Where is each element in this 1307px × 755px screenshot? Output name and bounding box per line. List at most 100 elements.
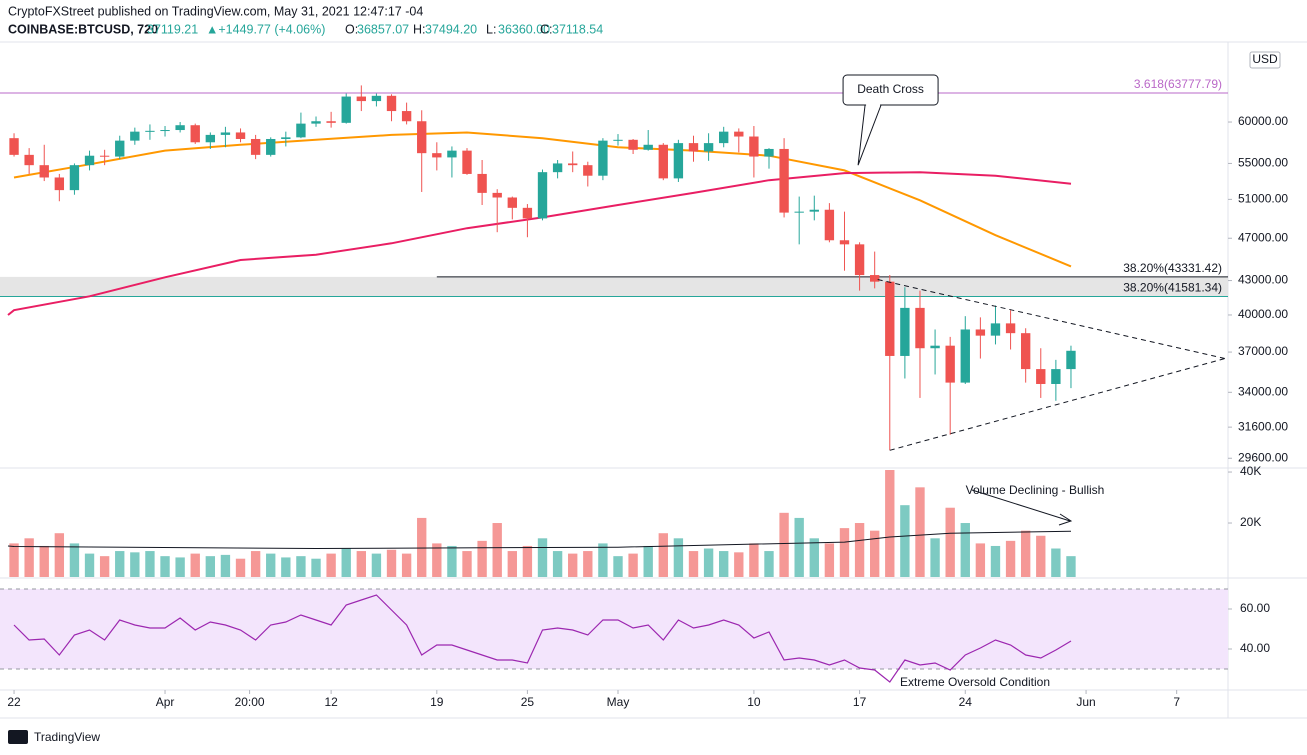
candle bbox=[39, 144, 49, 182]
candle-body bbox=[885, 281, 895, 356]
candle-body bbox=[900, 307, 910, 356]
candle-body bbox=[447, 150, 457, 158]
volume-bar bbox=[552, 551, 563, 577]
candle bbox=[492, 189, 502, 233]
candle-body bbox=[658, 144, 668, 179]
volume-bar bbox=[809, 538, 819, 577]
candle-body bbox=[1051, 369, 1061, 384]
volume-bar bbox=[386, 549, 397, 577]
candle-body bbox=[175, 125, 185, 131]
price-change: ▲+1449.77 (+4.06%) bbox=[206, 22, 325, 36]
volume-bar bbox=[462, 551, 472, 577]
logo-icon bbox=[8, 730, 28, 744]
candle-body bbox=[779, 148, 789, 213]
candle-body bbox=[673, 143, 684, 179]
rsi-line bbox=[13, 594, 1072, 683]
candle-body bbox=[794, 211, 804, 213]
volume-bar bbox=[371, 553, 382, 577]
candle bbox=[235, 128, 246, 143]
volume-bar bbox=[205, 556, 216, 577]
candle-body bbox=[250, 138, 261, 155]
last-price: 37119.21 bbox=[147, 22, 198, 36]
volume-bar bbox=[250, 551, 261, 577]
y-tick-label: 51000.00 bbox=[1238, 192, 1288, 206]
y-tick-label: 40000.00 bbox=[1238, 307, 1288, 321]
volume-bar bbox=[703, 548, 714, 577]
candle-body bbox=[613, 139, 623, 141]
candle bbox=[462, 148, 472, 175]
rsi-annotation: Extreme Oversold Condition bbox=[900, 675, 1050, 689]
candle bbox=[266, 137, 276, 157]
volume-tick-label: 40K bbox=[1240, 464, 1261, 478]
candle-body bbox=[522, 207, 533, 219]
candle-body bbox=[1020, 333, 1031, 370]
symbol: COINBASE:BTCUSD, 720 bbox=[8, 22, 158, 36]
candle bbox=[749, 126, 759, 178]
candle bbox=[356, 85, 366, 112]
volume-bar bbox=[447, 545, 457, 577]
candle bbox=[281, 131, 291, 147]
volume-bar bbox=[598, 543, 608, 577]
candle-body bbox=[311, 121, 321, 124]
y-tick-label: 47000.00 bbox=[1238, 230, 1288, 244]
y-tick-label: 43000.00 bbox=[1238, 273, 1288, 287]
candle-body bbox=[477, 173, 487, 193]
candle bbox=[160, 126, 170, 137]
candle bbox=[598, 138, 608, 181]
candle bbox=[386, 94, 397, 122]
candle bbox=[130, 127, 140, 145]
candle-body bbox=[1005, 323, 1016, 334]
volume-bar bbox=[69, 543, 80, 577]
volume-annotation: Volume Declining - Bullish bbox=[966, 483, 1105, 497]
moving-average bbox=[13, 131, 1072, 268]
volume-bar bbox=[115, 551, 125, 577]
candle bbox=[1066, 345, 1076, 389]
x-tick-label: 24 bbox=[959, 695, 973, 709]
candle bbox=[507, 196, 517, 220]
candle bbox=[190, 123, 200, 144]
candle bbox=[250, 134, 261, 160]
footer-brand: TradingView bbox=[34, 730, 100, 744]
volume-bar bbox=[658, 533, 668, 577]
candle bbox=[990, 305, 1001, 345]
candle bbox=[568, 151, 578, 173]
y-tick-label: 55000.00 bbox=[1238, 156, 1288, 170]
x-tick-label: 22 bbox=[7, 695, 21, 709]
candle bbox=[552, 159, 563, 179]
volume-bar bbox=[477, 540, 487, 577]
volume-bar bbox=[824, 543, 835, 577]
volume-bar bbox=[870, 530, 880, 577]
y-tick-label: 34000.00 bbox=[1238, 384, 1288, 398]
volume-bar bbox=[9, 543, 19, 577]
volume-bar bbox=[356, 551, 366, 577]
volume-bar bbox=[99, 556, 110, 577]
candle-body bbox=[492, 192, 502, 198]
x-tick-label: 19 bbox=[430, 695, 444, 709]
candle-body bbox=[930, 345, 940, 349]
volume-bar bbox=[160, 556, 170, 577]
volume-bar bbox=[915, 487, 925, 577]
candle-body bbox=[39, 165, 49, 178]
candle bbox=[417, 110, 427, 192]
y-tick-label: 31600.00 bbox=[1238, 419, 1288, 433]
candle bbox=[341, 93, 351, 124]
candle bbox=[945, 336, 955, 435]
candle bbox=[220, 126, 231, 148]
volume-bar bbox=[583, 551, 593, 577]
candle bbox=[719, 126, 729, 148]
rsi-tick-label: 60.00 bbox=[1240, 601, 1270, 615]
ohlc-value: 37118.54 bbox=[552, 22, 603, 36]
candle-body bbox=[598, 140, 608, 176]
candle-body bbox=[356, 96, 366, 102]
volume-bar bbox=[84, 553, 95, 577]
candle bbox=[764, 148, 774, 169]
x-tick-label: Apr bbox=[156, 695, 175, 709]
currency-box bbox=[1249, 51, 1281, 69]
ohlc-key: H: bbox=[413, 22, 426, 36]
candle-body bbox=[507, 197, 517, 208]
candle-body bbox=[235, 132, 246, 139]
candle-body bbox=[870, 275, 880, 282]
y-tick-label: 60000.00 bbox=[1238, 114, 1288, 128]
candle-body bbox=[371, 95, 382, 102]
candle bbox=[522, 204, 533, 238]
